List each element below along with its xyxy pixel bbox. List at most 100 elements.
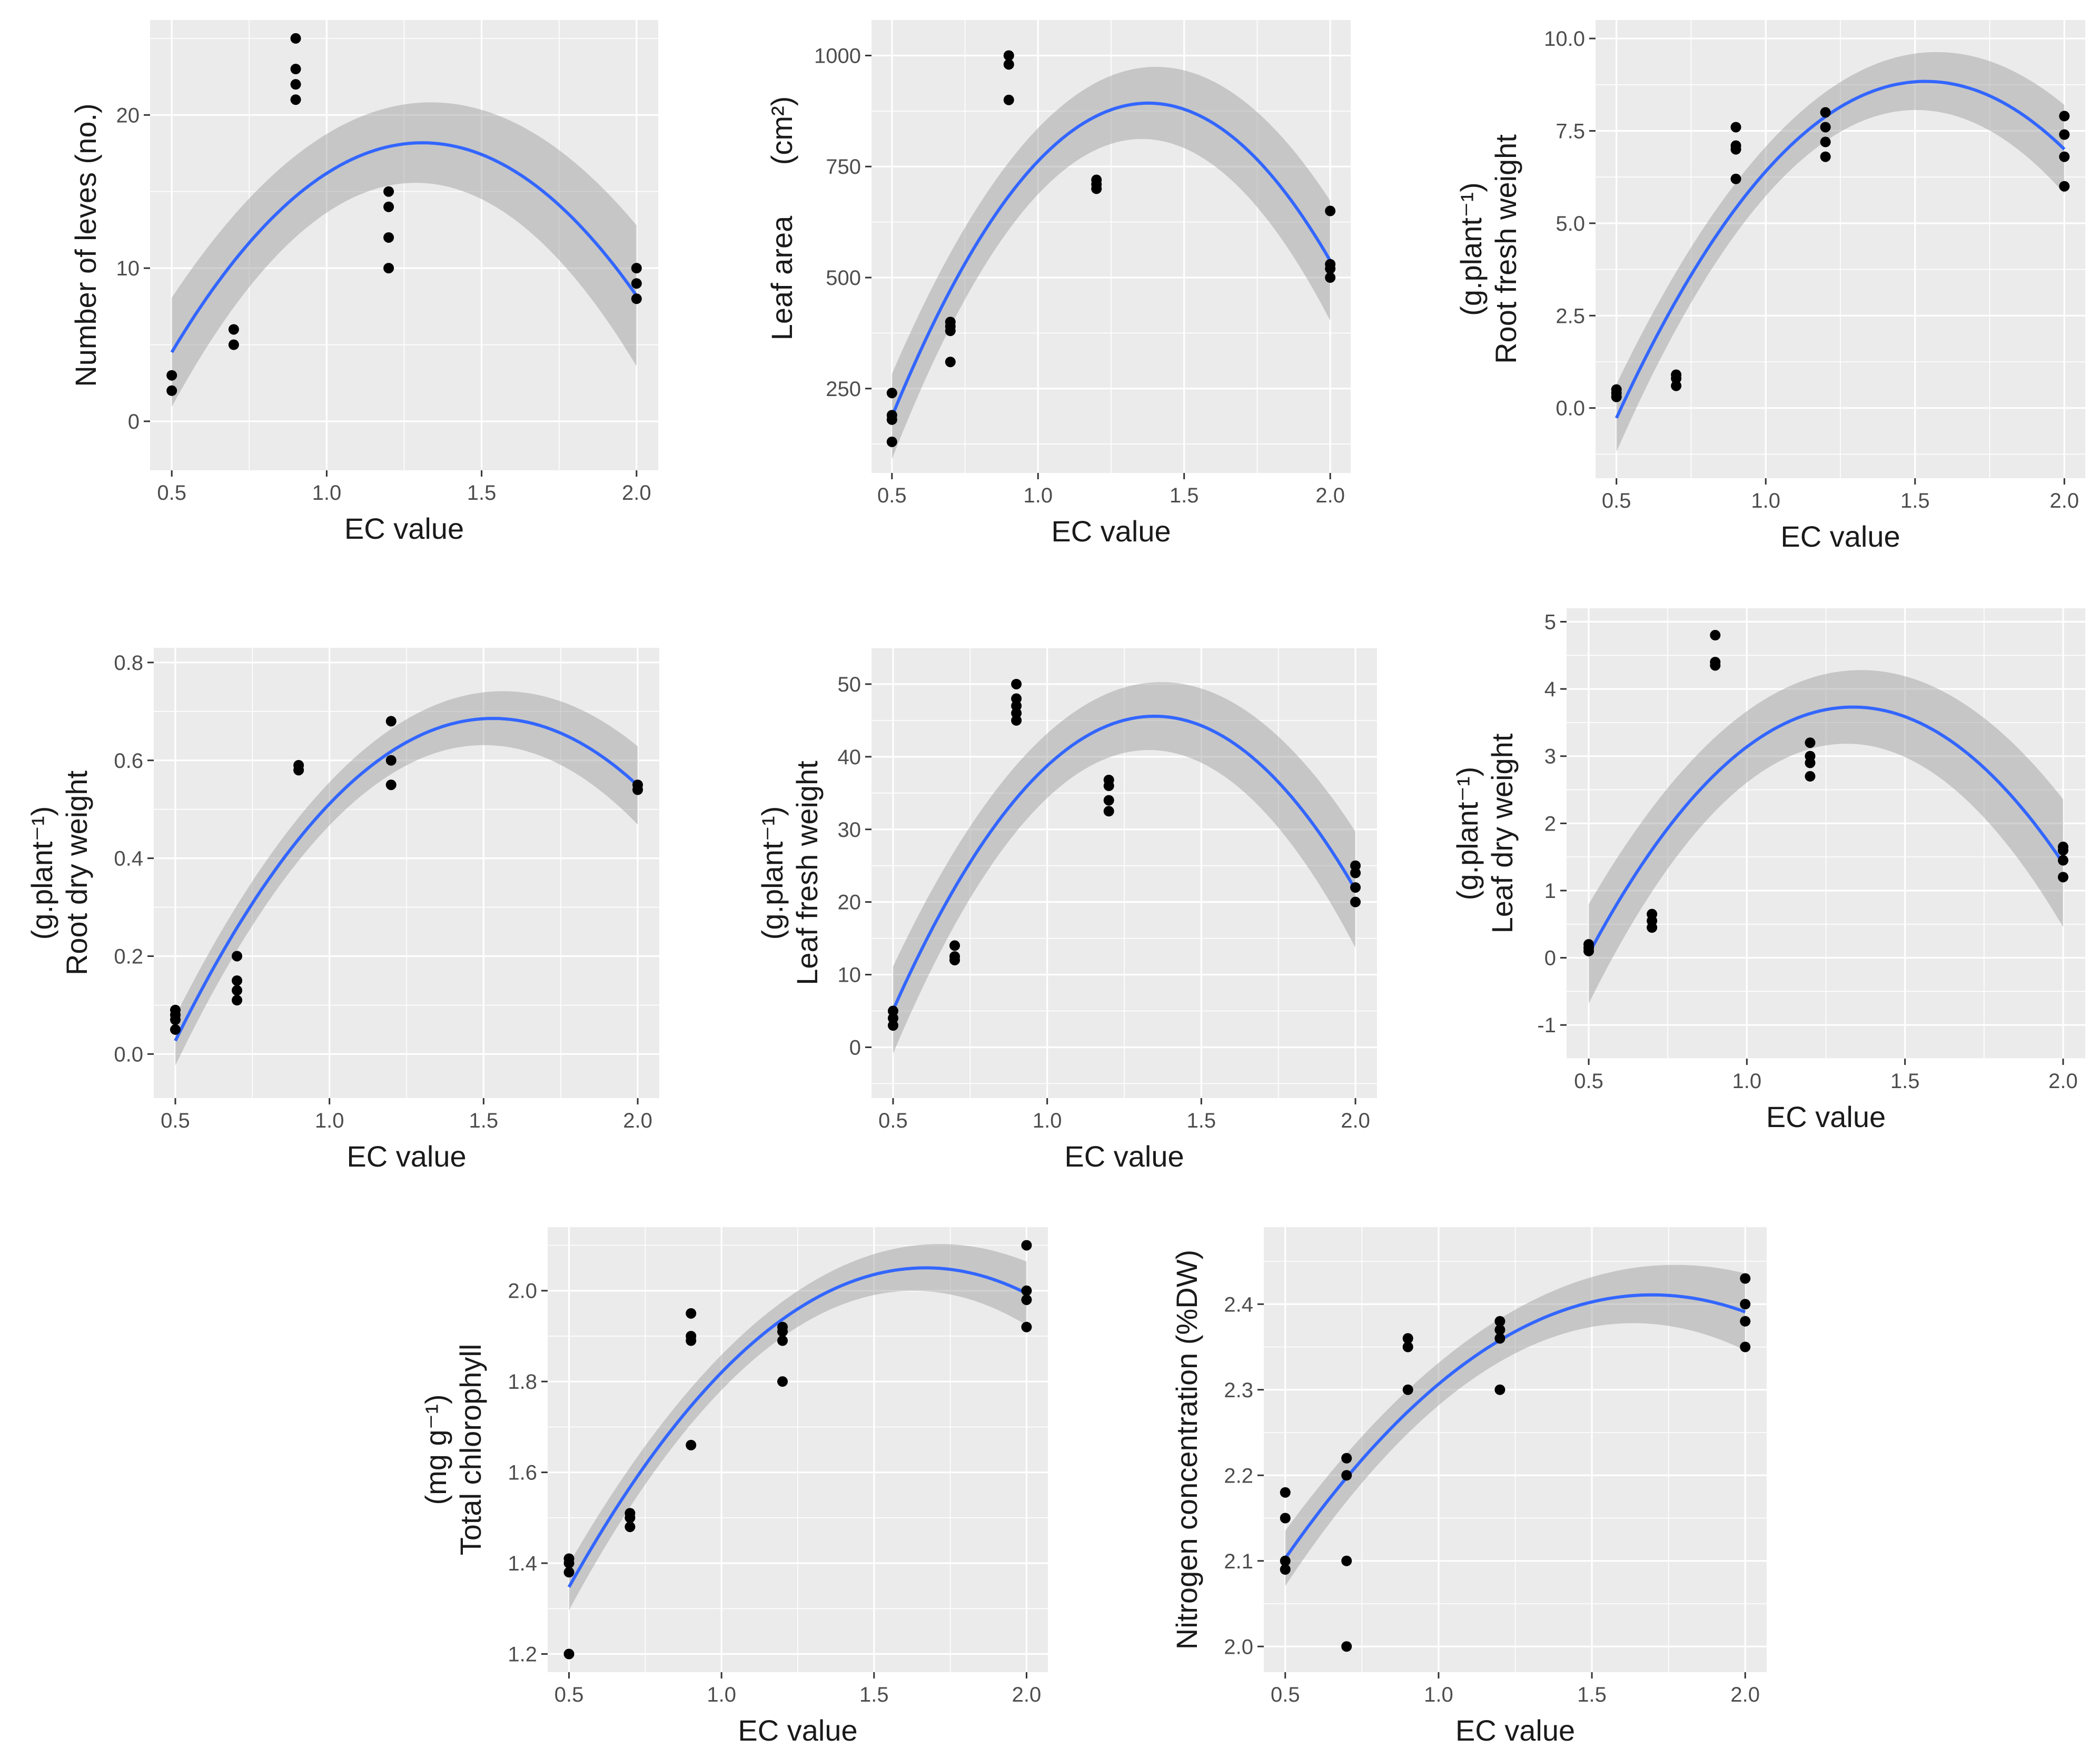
gridlines [1264,1227,1767,1672]
data-points [887,678,1361,1031]
y-tick-label: 10 [116,257,140,280]
data-point [385,755,397,766]
panel-nitrogen: 0.5 1.0 1.5 2.0 2.0 2.1 2.2 2.3 2.4 EC value Ni… [1170,1227,1767,1747]
data-point [1350,867,1361,878]
panel-chlorophyll: 0.5 1.0 1.5 2.0 1.2 1.4 1.6 1.8 2.0 EC value To… [419,1227,1048,1747]
data-point [887,1013,898,1024]
x-axis-title: EC value [1455,1714,1575,1747]
x-axis-ticks: 0.5 1.0 1.5 2.0 [1602,478,2079,512]
x-axis-title: EC value [1051,515,1171,548]
data-point [631,293,642,304]
x-tick-label: 1.0 [1732,1070,1762,1093]
data-point [1671,369,1682,380]
y-tick-label: 1.8 [508,1370,537,1394]
data-point [1494,1325,1505,1335]
y-tick-label: 2 [1544,812,1556,835]
x-axis-ticks: 0.5 1.0 1.5 2.0 [554,1672,1041,1706]
confidence-band [893,682,1355,1054]
data-points [886,50,1336,447]
data-point [886,436,897,447]
y-tick-label: 2.2 [1224,1464,1253,1487]
data-point [1011,708,1022,719]
fitted-curve [1614,80,2066,419]
data-point [1402,1333,1413,1344]
data-point [1402,1384,1413,1395]
x-tick-label: 0.5 [554,1683,584,1706]
y-axis-title: Leaf dry weight [1485,733,1519,933]
data-point [166,385,177,396]
y-tick-label: 0 [849,1036,861,1059]
data-point [383,232,394,243]
y-tick-label: 0.0 [1556,397,1585,420]
data-point [2059,151,2070,162]
data-point [290,33,301,44]
data-point [228,339,239,350]
data-point [686,1330,697,1341]
data-point [1280,1513,1291,1524]
x-tick-label: 2.0 [1315,484,1345,507]
x-tick-label: 1.0 [312,481,342,505]
panel-root-dry: 0.5 1.0 1.5 2.0 0.0 0.2 0.4 0.6 0.8 EC value Ro… [25,648,659,1173]
y-tick-label: 0.0 [114,1043,143,1066]
data-point [1280,1555,1291,1566]
y-axis-title: Number of leves (no.) [69,103,102,387]
panel-leaves: 0.5 1.0 1.5 2.0 0 10 20 EC value Number of le… [69,20,658,545]
x-axis-title: EC value [1780,520,1900,553]
data-point [1103,795,1114,806]
x-axis-ticks: 0.5 1.0 1.5 2.0 [1271,1672,1760,1706]
data-point [1611,384,1622,395]
gridlines [871,647,1377,1098]
data-point [777,1335,788,1346]
y-axis-title: Total chlorophyll [454,1344,487,1556]
x-axis-ticks: 0.5 1.0 1.5 2.0 [157,470,651,505]
data-points [1280,1273,1751,1652]
x-tick-label: 0.5 [157,481,186,505]
y-axis-unit: (g.plant⁻¹) [25,806,58,940]
confidence-band [1589,670,2063,1004]
panel-leaf-fresh: 0.5 1.0 1.5 2.0 0 10 20 30 40 50 EC value Leaf f… [756,647,1377,1173]
confidence-band [569,1244,1027,1611]
y-axis-ticks: 0.0 0.2 0.4 0.6 0.8 [114,651,154,1066]
data-point [777,1321,788,1332]
data-point [290,64,301,75]
data-point [1350,882,1361,893]
y-axis-title: Root fresh weight [1489,134,1522,364]
y-tick-label: 1.4 [508,1552,537,1575]
y-axis-title: Root dry weight [60,771,93,976]
data-point [1021,1321,1032,1332]
y-tick-label: 1 [1544,880,1556,903]
data-point [777,1376,788,1387]
gridlines [150,20,658,470]
data-point [563,1553,574,1564]
x-tick-label: 1.5 [1577,1683,1607,1706]
x-tick-label: 0.5 [1602,489,1631,512]
x-tick-label: 0.5 [1574,1070,1603,1093]
data-points [563,1240,1032,1660]
x-axis-ticks: 0.5 1.0 1.5 2.0 [877,473,1345,507]
x-tick-label: 2.0 [1730,1683,1760,1706]
data-point [1494,1333,1505,1344]
data-point [1341,1470,1352,1481]
x-tick-label: 0.5 [1271,1683,1300,1706]
y-tick-label: 1000 [814,44,861,67]
y-axis-unit: (g.plant⁻¹) [756,806,789,940]
fitted-curve [567,1266,1027,1588]
data-point [1103,774,1114,785]
data-point [563,1648,574,1660]
x-axis-title: EC value [1766,1100,1886,1133]
y-tick-label: 10.0 [1544,27,1585,51]
data-point [170,1024,181,1035]
data-point [1730,173,1741,184]
y-tick-label: 2.0 [1224,1635,1253,1658]
data-point [383,186,394,197]
data-point [1710,630,1721,641]
y-axis-ticks: 1.2 1.4 1.6 1.8 2.0 [508,1280,548,1666]
data-point [1740,1299,1751,1310]
x-tick-label: 1.5 [467,481,497,505]
data-point [1011,693,1022,704]
x-tick-label: 1.5 [1187,1109,1216,1132]
x-axis-title: EC value [1064,1140,1184,1173]
data-point [625,1508,636,1519]
data-point [1402,1341,1413,1352]
data-point [632,779,643,791]
